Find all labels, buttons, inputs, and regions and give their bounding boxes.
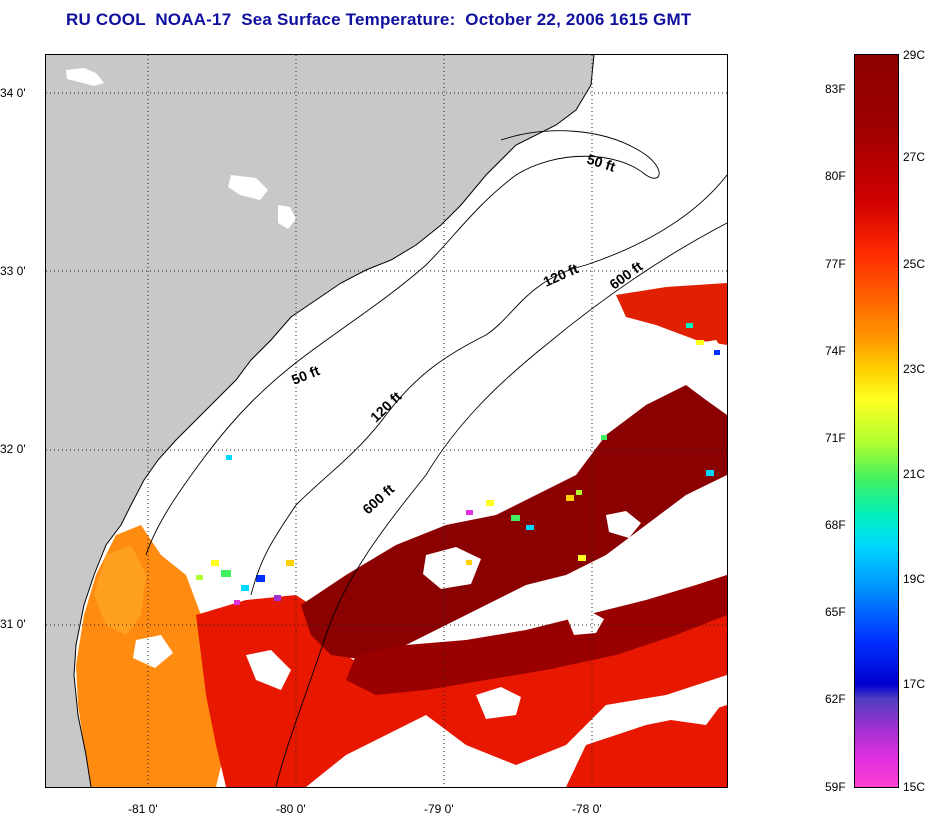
colorbar-celsius-label: 29C xyxy=(903,48,926,62)
colorbar-celsius-label: 27C xyxy=(903,150,926,164)
land-mass xyxy=(46,55,594,787)
inland-lake xyxy=(278,205,296,229)
no-data-patch xyxy=(133,635,173,668)
longitude-label: -78 0' xyxy=(572,802,602,816)
colorbar-fahrenheit-label: 65F xyxy=(825,605,846,619)
contour-label: 50 ft xyxy=(585,151,618,175)
no-data-patch xyxy=(423,547,481,589)
latitude-label: 33 0' xyxy=(0,264,26,278)
contour-50ft xyxy=(145,130,660,556)
contour-label: 120 ft xyxy=(367,388,405,425)
longitude-label: -80 0' xyxy=(276,802,306,816)
longitude-label: -81 0' xyxy=(128,802,158,816)
inland-lake xyxy=(66,68,104,86)
colorbar-celsius-label: 19C xyxy=(903,572,926,586)
latitude-label: 34 0' xyxy=(0,86,26,100)
no-data-patch xyxy=(246,650,291,690)
sst-gulfstream-region xyxy=(346,575,727,695)
latitude-label: 32 0' xyxy=(0,442,26,456)
coastline xyxy=(73,55,595,787)
colorbar-fahrenheit-label: 68F xyxy=(825,518,846,532)
colorbar-celsius-label: 17C xyxy=(903,677,926,691)
contour-label: 600 ft xyxy=(359,481,397,518)
latitude-label: 31 0' xyxy=(0,617,26,631)
map-title: RU COOL NOAA-17 Sea Surface Temperature:… xyxy=(66,10,692,29)
colorbar-fahrenheit-label: 80F xyxy=(825,169,846,183)
graticule xyxy=(46,55,727,787)
sst-nearshore-region xyxy=(94,545,146,635)
no-data-patch xyxy=(566,609,604,635)
colorbar-celsius-label: 15C xyxy=(903,780,926,794)
longitude-label: -79 0' xyxy=(424,802,454,816)
sst-map-canvas: 50 ft 120 ft 600 ft 50 ft 120 ft 600 ft xyxy=(46,55,727,787)
colorbar-fahrenheit-label: 71F xyxy=(825,431,846,445)
colorbar-celsius-label: 25C xyxy=(903,257,926,271)
sst-warm-region xyxy=(566,705,727,787)
sst-gulfstream-region xyxy=(301,385,727,660)
contour-label: 50 ft xyxy=(289,362,322,388)
contour-600ft xyxy=(275,222,727,787)
no-data-patch xyxy=(666,690,721,725)
colorbar-fahrenheit-label: 59F xyxy=(825,780,846,794)
no-data-patch xyxy=(476,687,521,719)
colorbar-celsius-label: 23C xyxy=(903,362,926,376)
inland-lake xyxy=(228,175,268,200)
colorbar-celsius-label: 21C xyxy=(903,467,926,481)
colorbar-fahrenheit-label: 74F xyxy=(825,344,846,358)
no-data-patch xyxy=(646,535,721,575)
no-data-patch xyxy=(606,511,641,538)
no-data-patch xyxy=(684,340,727,380)
sst-map[interactable]: 50 ft 120 ft 600 ft 50 ft 120 ft 600 ft xyxy=(45,54,728,788)
contour-label: 120 ft xyxy=(541,260,581,290)
sst-speckles xyxy=(196,323,720,605)
colorbar-fahrenheit-label: 62F xyxy=(825,692,846,706)
sst-warm-region xyxy=(616,283,727,345)
colorbar-fahrenheit-label: 83F xyxy=(825,82,846,96)
colorbar-fahrenheit-label: 77F xyxy=(825,257,846,271)
contour-120ft xyxy=(250,174,727,596)
sst-colorbar xyxy=(854,54,899,788)
